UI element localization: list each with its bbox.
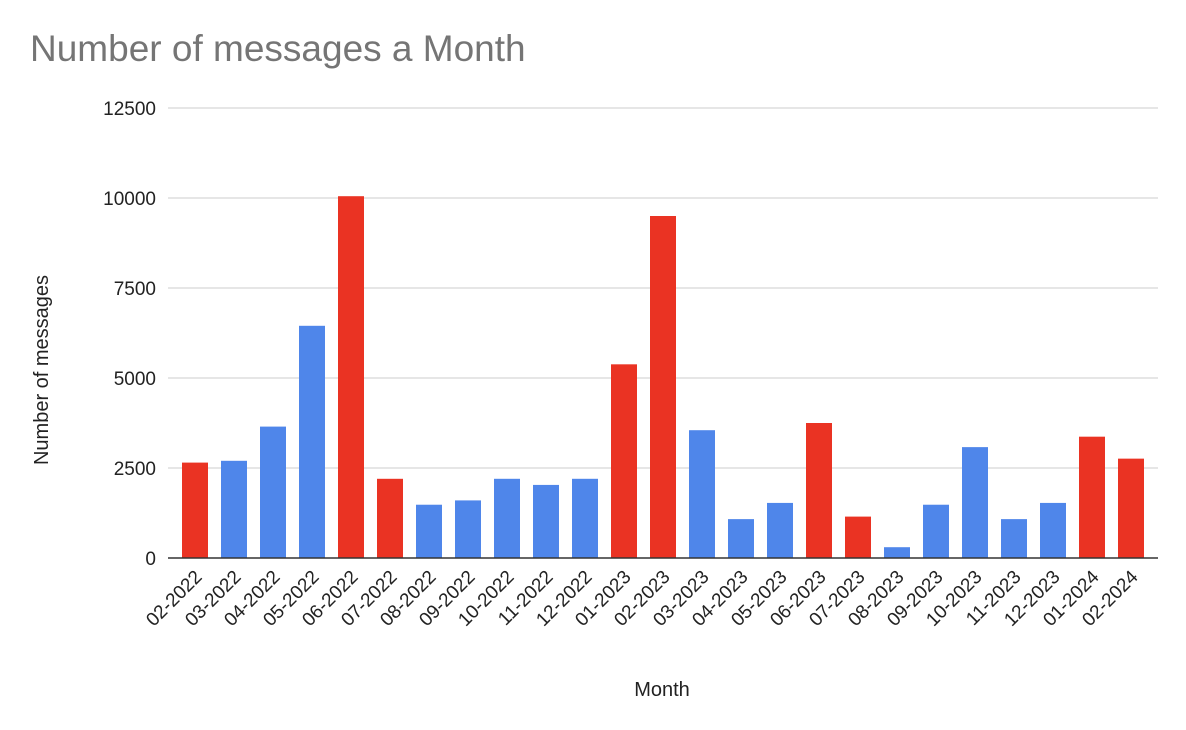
bar-02-2024 xyxy=(1118,458,1144,558)
bar-09-2023 xyxy=(923,504,949,558)
bar-04-2023 xyxy=(728,519,754,558)
y-tick-label: 10000 xyxy=(103,189,156,210)
y-tick-label: 7500 xyxy=(114,279,156,300)
y-axis-ticks: 0 2500 5000 7500 10000 12500 xyxy=(103,99,156,570)
bar-06-2022 xyxy=(338,196,364,558)
y-axis-title: Number of messages xyxy=(31,275,53,465)
y-tick-label: 5000 xyxy=(114,369,156,390)
bar-01-2023 xyxy=(611,364,637,558)
bar-05-2022 xyxy=(299,325,325,558)
bar-12-2023 xyxy=(1040,502,1066,558)
bar-03-2023 xyxy=(689,430,715,558)
bar-07-2023 xyxy=(845,516,871,558)
bar-10-2023 xyxy=(962,447,988,558)
bar-10-2022 xyxy=(494,478,520,558)
bar-02-2022 xyxy=(182,462,208,558)
y-tick-label: 12500 xyxy=(103,99,156,120)
bar-11-2023 xyxy=(1001,519,1027,558)
bar-04-2022 xyxy=(260,426,286,558)
bar-09-2022 xyxy=(455,500,481,558)
bar-01-2024 xyxy=(1079,436,1105,558)
bar-11-2022 xyxy=(533,484,559,558)
x-axis-title: Month xyxy=(634,679,690,701)
bar-08-2022 xyxy=(416,504,442,558)
bar-05-2023 xyxy=(767,502,793,558)
y-tick-label: 2500 xyxy=(114,459,156,480)
x-axis-ticks: 02-202203-202204-202205-202206-202207-20… xyxy=(142,566,1142,630)
y-tick-label: 0 xyxy=(145,549,156,570)
bar-12-2022 xyxy=(572,478,598,558)
bar-07-2022 xyxy=(377,478,403,558)
bar-02-2023 xyxy=(650,216,676,558)
bar-08-2023 xyxy=(884,547,910,558)
chart-title: Number of messages a Month xyxy=(30,28,526,69)
bar-06-2023 xyxy=(806,423,832,558)
bar-03-2022 xyxy=(221,460,247,558)
bars xyxy=(182,196,1144,558)
